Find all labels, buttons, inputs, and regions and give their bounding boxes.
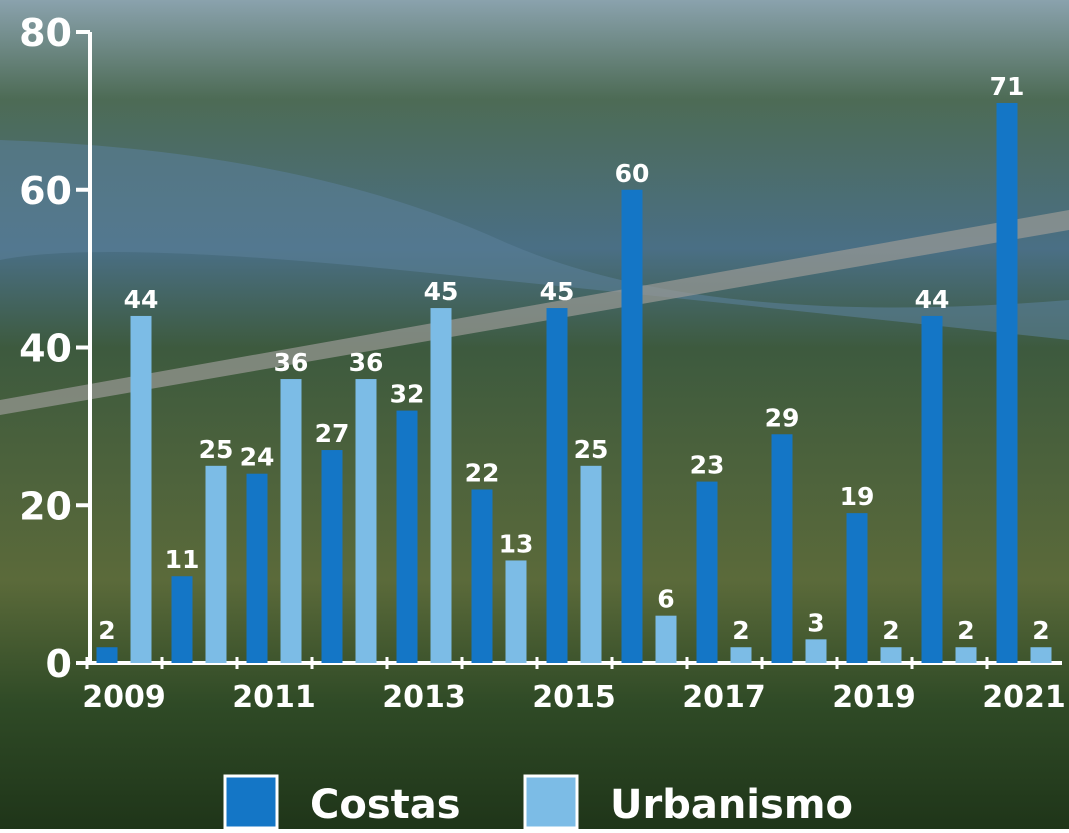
bar — [547, 308, 568, 663]
bar — [847, 513, 868, 663]
bar — [356, 379, 377, 663]
bar — [131, 316, 152, 663]
x-tick-label: 2015 — [532, 680, 616, 715]
bar — [731, 647, 752, 663]
chart: 0204060802009244112520112436273620133245… — [0, 0, 1069, 829]
x-tick-label: 2013 — [382, 680, 466, 715]
legend-swatch — [225, 776, 277, 828]
bar — [322, 450, 343, 663]
bar — [397, 411, 418, 663]
value-label: 45 — [540, 277, 575, 306]
bar — [956, 647, 977, 663]
value-label: 2 — [1032, 616, 1049, 645]
y-tick-label: 20 — [19, 484, 72, 528]
legend-label: Urbanismo — [610, 782, 853, 828]
x-tick-label: 2019 — [832, 680, 916, 715]
value-label: 6 — [657, 585, 674, 614]
bar — [656, 616, 677, 663]
value-label: 71 — [990, 72, 1025, 101]
bar — [97, 647, 118, 663]
bar — [997, 103, 1018, 663]
value-label: 25 — [199, 435, 234, 464]
y-tick-label: 40 — [19, 327, 72, 371]
value-label: 44 — [124, 285, 159, 314]
value-label: 27 — [315, 419, 350, 448]
bar — [622, 190, 643, 663]
x-tick-label: 2011 — [232, 680, 316, 715]
bar — [806, 639, 827, 663]
value-label: 13 — [499, 529, 534, 558]
bar — [881, 647, 902, 663]
bar — [206, 466, 227, 663]
bar — [581, 466, 602, 663]
value-label: 2 — [98, 616, 115, 645]
bar — [431, 308, 452, 663]
bar — [772, 434, 793, 663]
value-label: 29 — [765, 403, 800, 432]
bar — [247, 474, 268, 663]
bar — [697, 482, 718, 663]
value-label: 23 — [690, 451, 725, 480]
x-tick-label: 2021 — [982, 680, 1066, 715]
value-label: 22 — [465, 458, 500, 487]
value-label: 3 — [807, 608, 824, 637]
value-label: 2 — [732, 616, 749, 645]
bar — [172, 576, 193, 663]
x-tick-label: 2017 — [682, 680, 766, 715]
y-tick-label: 80 — [19, 11, 72, 55]
value-label: 2 — [957, 616, 974, 645]
value-label: 36 — [274, 348, 309, 377]
bar — [1031, 647, 1052, 663]
legend-label: Costas — [310, 782, 461, 828]
value-label: 11 — [165, 545, 200, 574]
value-label: 32 — [390, 380, 425, 409]
value-label: 60 — [615, 159, 650, 188]
value-label: 25 — [574, 435, 609, 464]
x-tick-label: 2009 — [82, 680, 166, 715]
bar — [506, 560, 527, 663]
y-tick-label: 60 — [19, 169, 72, 213]
value-label: 2 — [882, 616, 899, 645]
bar — [922, 316, 943, 663]
value-label: 19 — [840, 482, 875, 511]
value-label: 44 — [915, 285, 950, 314]
legend-swatch — [525, 776, 577, 828]
value-label: 36 — [349, 348, 384, 377]
value-label: 24 — [240, 443, 275, 472]
value-label: 45 — [424, 277, 459, 306]
bar — [281, 379, 302, 663]
bar — [472, 489, 493, 663]
y-tick-label: 0 — [46, 642, 72, 686]
